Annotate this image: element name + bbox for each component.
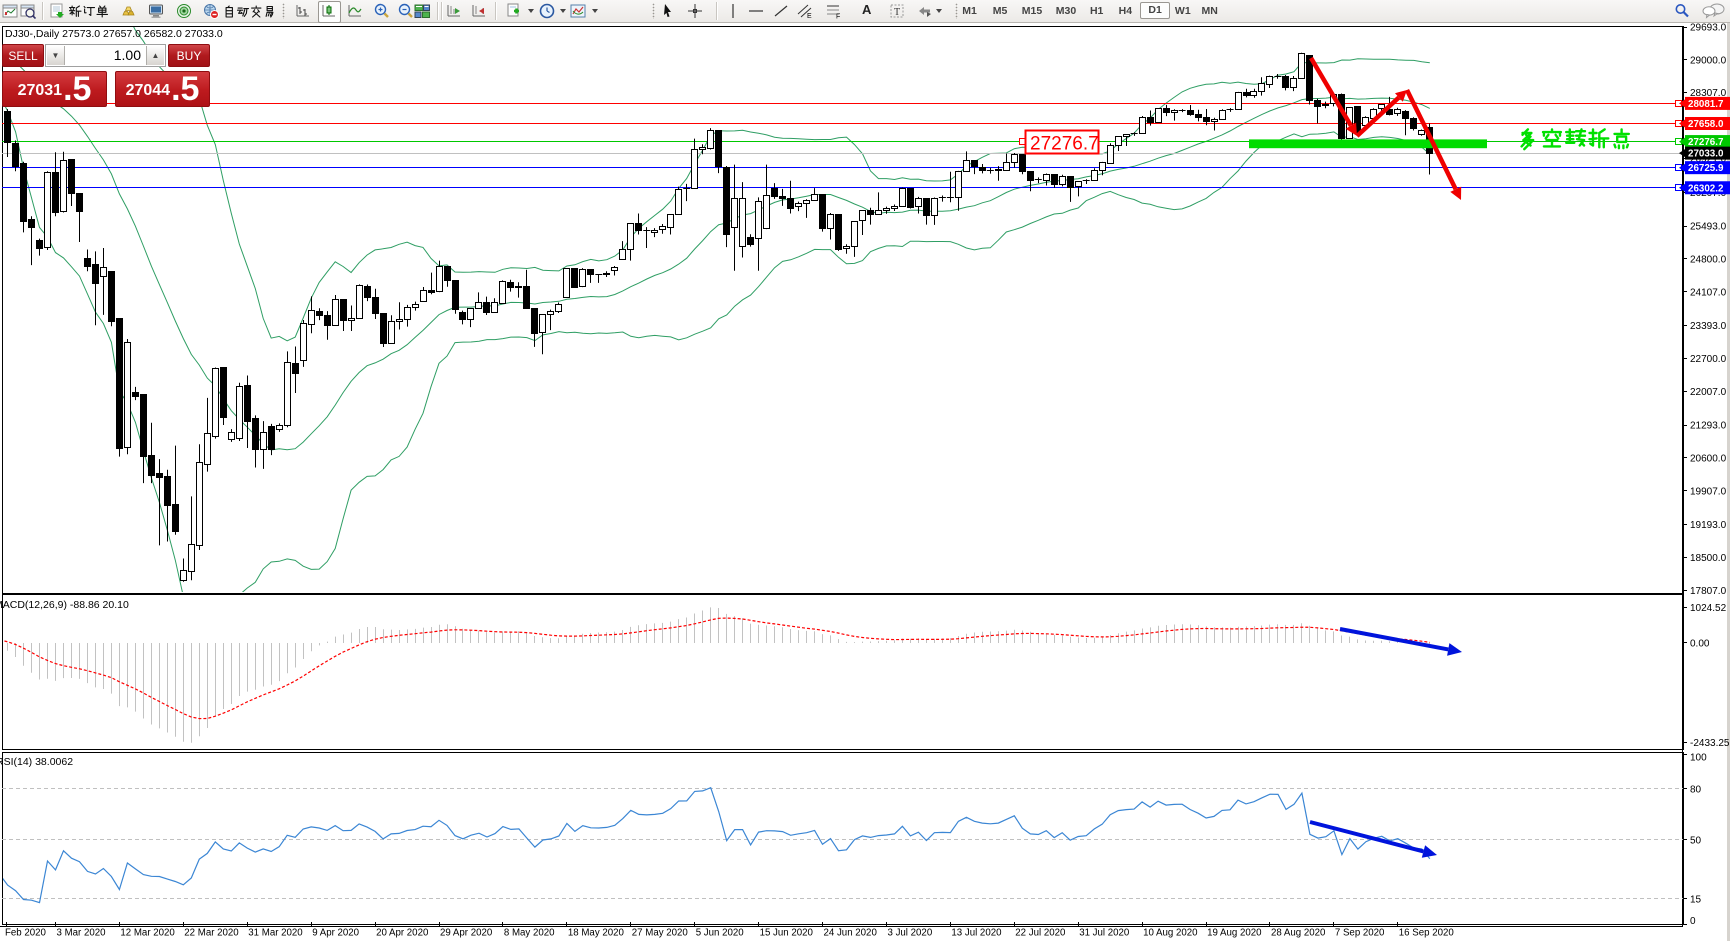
svg-text:24800.0: 24800.0 xyxy=(1690,254,1727,265)
svg-text:31 Jul 2020: 31 Jul 2020 xyxy=(1079,928,1130,939)
svg-text:16 Sep 2020: 16 Sep 2020 xyxy=(1399,928,1455,939)
svg-text:8 May 2020: 8 May 2020 xyxy=(504,928,555,939)
svg-text:25493.0: 25493.0 xyxy=(1690,222,1727,233)
svg-text:15 Jun 2020: 15 Jun 2020 xyxy=(760,928,814,939)
svg-text:3 Mar 2020: 3 Mar 2020 xyxy=(57,928,107,939)
svg-text:29693.0: 29693.0 xyxy=(1690,23,1727,34)
svg-text:27276.7: 27276.7 xyxy=(1030,134,1099,155)
svg-text:F: F xyxy=(836,14,840,20)
svg-text:28081.7: 28081.7 xyxy=(1688,99,1724,110)
svg-text:15: 15 xyxy=(1690,895,1702,906)
svg-text:RSI(14) 38.0062: RSI(14) 38.0062 xyxy=(0,756,73,768)
svg-text:3 Jul 2020: 3 Jul 2020 xyxy=(888,928,933,939)
svg-text:Feb 2020: Feb 2020 xyxy=(5,928,47,939)
svg-text:21293.0: 21293.0 xyxy=(1690,421,1727,432)
svg-text:22 Mar 2020: 22 Mar 2020 xyxy=(184,928,239,939)
svg-text:DJ30-,Daily 27573.0 27657.0 2: DJ30-,Daily 27573.0 27657.0 26582.0 2703… xyxy=(5,28,223,40)
svg-text:22700.0: 22700.0 xyxy=(1690,354,1727,365)
svg-text:E: E xyxy=(807,13,812,19)
svg-text:100: 100 xyxy=(1690,752,1707,763)
svg-text:20 Apr 2020: 20 Apr 2020 xyxy=(376,928,429,939)
svg-text:50: 50 xyxy=(1690,835,1702,846)
svg-text:5 Jun 2020: 5 Jun 2020 xyxy=(696,928,745,939)
svg-text:MACD(12,26,9) -88.86 20.10: MACD(12,26,9) -88.86 20.10 xyxy=(0,599,129,611)
svg-text:31 Mar 2020: 31 Mar 2020 xyxy=(248,928,303,939)
svg-text:9 Apr 2020: 9 Apr 2020 xyxy=(312,928,359,939)
svg-text:T: T xyxy=(894,7,900,18)
svg-text:26725.9: 26725.9 xyxy=(1688,163,1724,174)
svg-text:12 Mar 2020: 12 Mar 2020 xyxy=(120,928,175,939)
svg-text:-2433.25: -2433.25 xyxy=(1690,738,1730,749)
svg-text:29 Apr 2020: 29 Apr 2020 xyxy=(440,928,493,939)
svg-text:13 Jul 2020: 13 Jul 2020 xyxy=(951,928,1002,939)
svg-text:29000.0: 29000.0 xyxy=(1690,55,1727,66)
svg-text:22007.0: 22007.0 xyxy=(1690,387,1727,398)
svg-text:22 Jul 2020: 22 Jul 2020 xyxy=(1015,928,1066,939)
svg-text:0.00: 0.00 xyxy=(1690,639,1710,650)
svg-text:7 Sep 2020: 7 Sep 2020 xyxy=(1335,928,1385,939)
svg-text:24 Jun 2020: 24 Jun 2020 xyxy=(824,928,878,939)
svg-text:10 Aug 2020: 10 Aug 2020 xyxy=(1143,928,1198,939)
svg-text:20600.0: 20600.0 xyxy=(1690,454,1727,465)
svg-text:19193.0: 19193.0 xyxy=(1690,520,1727,531)
svg-text:27276.7: 27276.7 xyxy=(1688,137,1724,148)
svg-text:1024.52: 1024.52 xyxy=(1690,603,1727,614)
svg-text:27 May 2020: 27 May 2020 xyxy=(632,928,689,939)
svg-text:19 Aug 2020: 19 Aug 2020 xyxy=(1207,928,1262,939)
svg-text:18 May 2020: 18 May 2020 xyxy=(568,928,625,939)
svg-text:27658.0: 27658.0 xyxy=(1688,119,1724,130)
svg-text:17807.0: 17807.0 xyxy=(1690,586,1727,597)
svg-text:0: 0 xyxy=(1690,916,1696,927)
svg-text:19907.0: 19907.0 xyxy=(1690,486,1727,497)
svg-text:23393.0: 23393.0 xyxy=(1690,321,1727,332)
svg-text:24107.0: 24107.0 xyxy=(1690,287,1727,298)
svg-text:18500.0: 18500.0 xyxy=(1690,553,1727,564)
svg-text:28 Aug 2020: 28 Aug 2020 xyxy=(1271,928,1326,939)
svg-text:28307.0: 28307.0 xyxy=(1690,88,1727,99)
svg-text:80: 80 xyxy=(1690,784,1702,795)
svg-text:27033.0: 27033.0 xyxy=(1688,149,1724,160)
svg-text:26302.2: 26302.2 xyxy=(1688,183,1724,194)
